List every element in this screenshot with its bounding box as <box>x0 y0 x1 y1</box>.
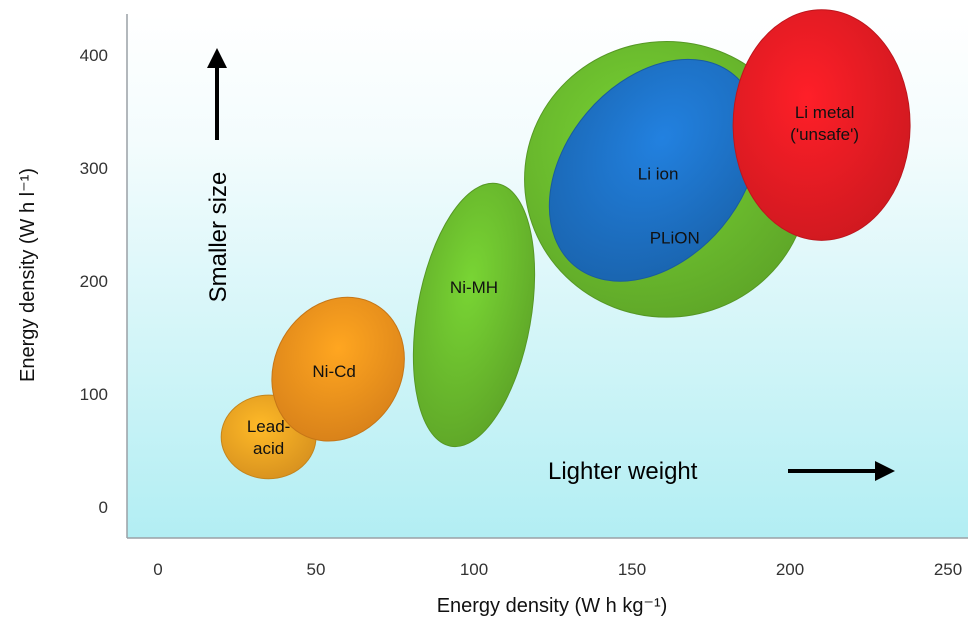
region-label-lead-acid: Lead-acid <box>247 417 290 458</box>
region-ni-cd <box>271 296 405 442</box>
region-ni-mh <box>412 182 536 448</box>
lighter-weight-label: Lighter weight <box>548 458 698 485</box>
region-label-plion: PLiON <box>650 228 700 247</box>
x-tick-150: 150 <box>618 560 646 579</box>
lighter-weight-annotation: Lighter weight <box>548 458 895 485</box>
region-labels: Lead-acid Ni-Cd Ni-MH PLiON Li ion Li metal ('… <box>247 103 859 458</box>
x-tick-100: 100 <box>460 560 488 579</box>
y-tick-labels: 0 100 200 300 400 <box>80 46 108 517</box>
x-tick-250: 250 <box>934 560 962 579</box>
y-tick-100: 100 <box>80 385 108 404</box>
y-tick-300: 300 <box>80 159 108 178</box>
region-label-li-metal-unsafe: Li metal ('unsafe') <box>790 103 859 144</box>
x-tick-0: 0 <box>153 560 162 579</box>
y-tick-0: 0 <box>99 498 108 517</box>
region-label-ni-cd: Ni-Cd <box>312 362 355 381</box>
region-label-li-ion: Li ion <box>638 164 679 183</box>
x-tick-200: 200 <box>776 560 804 579</box>
region-li-metal-unsafe <box>732 9 911 241</box>
smaller-size-label: Smaller size <box>205 172 232 303</box>
x-tick-labels: 0 50 100 150 200 250 <box>153 560 962 579</box>
x-tick-50: 50 <box>307 560 326 579</box>
region-ellipses <box>220 9 911 480</box>
x-axis-title: Energy density (W h kg⁻¹) <box>437 595 668 617</box>
y-tick-400: 400 <box>80 46 108 65</box>
y-tick-200: 200 <box>80 272 108 291</box>
region-li-ion <box>548 58 760 282</box>
y-axis-title: Energy density (W h l⁻¹) <box>17 168 39 382</box>
smaller-size-annotation: Smaller size <box>205 48 232 303</box>
region-label-ni-mh: Ni-MH <box>450 278 498 297</box>
